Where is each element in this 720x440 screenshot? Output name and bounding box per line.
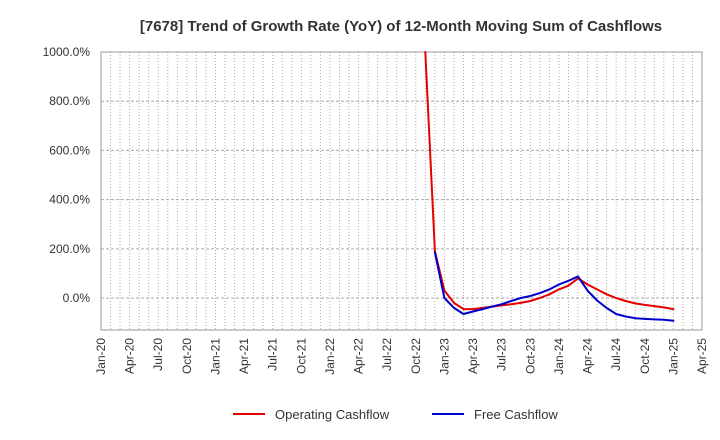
x-tick-label: Jan-24 [552,338,566,375]
grid [101,51,702,330]
series-layer [424,51,675,322]
x-tick-label: Apr-21 [237,338,251,374]
x-tick-label: Apr-23 [466,338,480,374]
plot-area [100,51,703,331]
x-tick-label: Jan-23 [437,338,451,375]
x-tick-label: Jan-25 [666,338,680,375]
y-tick-label: 0.0% [63,291,91,305]
x-tick-label: Apr-24 [581,338,595,374]
legend-label-operating-cashflow: Operating Cashflow [275,407,390,422]
x-tick-label: Jan-21 [208,338,222,375]
x-tick-label: Oct-21 [294,338,308,374]
x-tick-label: Apr-20 [123,338,137,374]
legend: Operating Cashflow Free Cashflow [233,407,558,422]
y-tick-label: 400.0% [49,193,90,207]
x-tick-label: Jan-22 [323,338,337,375]
y-tick-label: 1000.0% [43,45,91,59]
x-tick-label: Oct-24 [638,338,652,374]
x-tick-label: Apr-25 [695,338,709,374]
legend-label-free-cashflow: Free Cashflow [474,407,558,422]
x-tick-label: Jul-24 [609,338,623,371]
x-tick-label: Jul-23 [495,338,509,371]
x-tick-label: Jul-22 [380,338,394,371]
chart-title: [7678] Trend of Growth Rate (YoY) of 12-… [140,18,662,35]
x-tick-label: Oct-22 [409,338,423,374]
x-tick-label: Oct-23 [523,338,537,374]
series-line-operating-cashflow [424,51,675,311]
x-tick-label: Jul-20 [151,338,165,371]
y-axis: 0.0% 200.0% 400.0% 600.0% 800.0% 1000.0% [43,45,91,305]
y-tick-label: 800.0% [49,94,90,108]
y-tick-label: 600.0% [49,143,90,157]
x-tick-label: Oct-20 [180,338,194,374]
x-axis: Jan-20 Apr-20 Jul-20 Oct-20 Jan-21 Apr-21 Jul-… [94,338,709,375]
x-tick-label: Apr-22 [352,338,366,374]
y-tick-label: 200.0% [49,242,90,256]
x-tick-label: Jan-20 [94,338,108,375]
series-line-free-cashflow [433,251,675,322]
x-tick-label: Jul-21 [266,338,280,371]
